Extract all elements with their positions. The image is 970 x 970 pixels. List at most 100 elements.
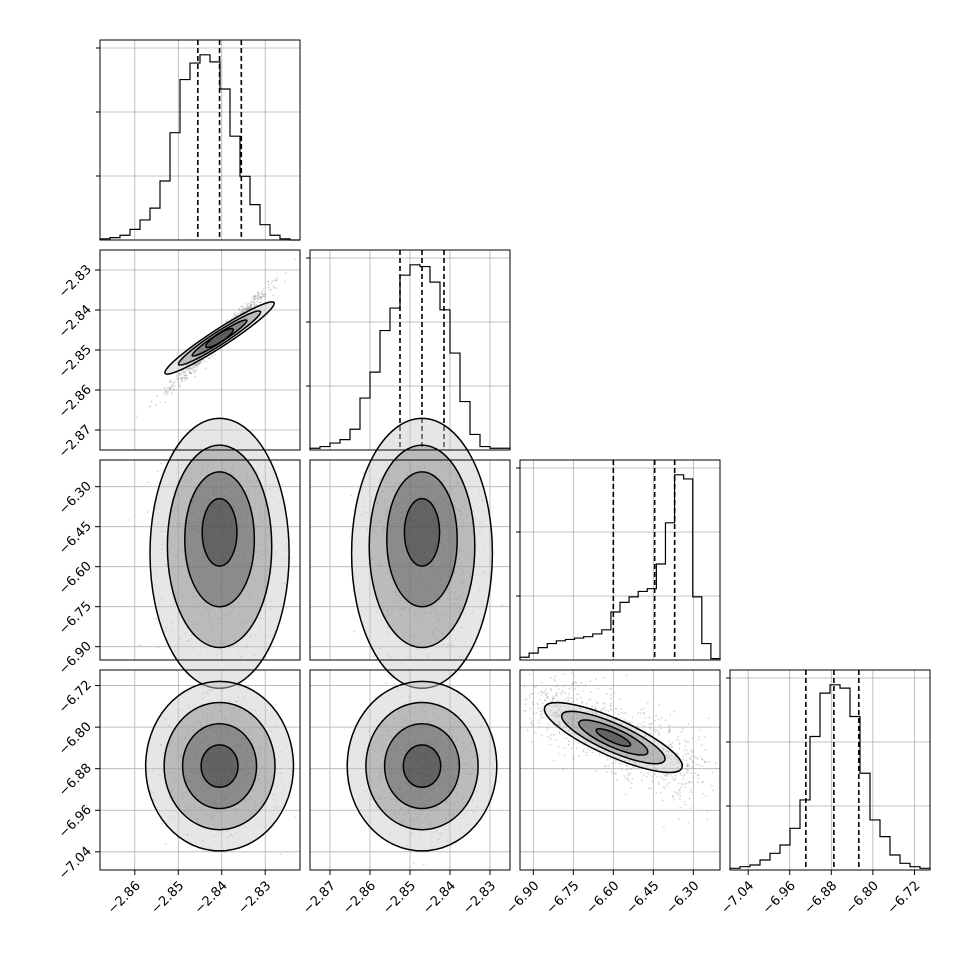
sample-point [208,344,210,347]
sample-point [270,600,272,602]
sample-point [229,490,232,493]
sample-point [228,332,231,334]
sample-point [201,359,204,362]
sample-point [262,294,265,297]
sample-point [203,347,206,350]
sample-point [216,337,219,340]
sample-point [529,673,531,676]
sample-point [540,707,543,710]
sample-point [640,712,642,714]
sample-point [226,507,228,510]
sample-point [240,494,243,497]
sample-point [257,292,260,294]
sample-point [627,774,630,777]
sample-point [207,344,210,347]
sample-point [204,367,207,370]
sample-point [562,685,564,688]
sample-point [567,696,570,699]
sample-point [534,731,537,734]
sample-point [213,337,216,340]
sample-point [215,336,218,339]
sample-point [585,754,588,757]
sample-point [214,342,217,345]
sample-point [679,794,681,797]
sample-point [185,531,188,533]
sample-point [216,339,219,341]
sample-point [530,722,533,725]
sample-point [190,356,193,358]
sample-point [620,763,623,765]
sample-point [540,694,543,696]
sample-point [247,562,250,565]
sample-point [526,729,529,732]
sample-point [237,525,240,528]
sample-point [213,561,216,563]
sample-point [213,338,216,341]
sample-point [226,332,229,335]
sample-point [248,306,250,308]
sample-point [186,377,189,380]
sample-point [231,326,234,329]
sample-point [258,301,261,304]
sample-point [686,749,689,752]
sample-point [227,331,230,333]
sample-point [211,340,214,343]
sample-point [208,343,211,346]
sample-point [177,378,180,381]
sample-point [210,341,213,344]
sample-point [218,505,220,508]
sample-point [242,308,245,310]
sample-point [200,348,202,350]
sample-point [176,523,179,525]
sample-point [624,719,626,721]
sample-point [221,568,224,571]
sample-point [237,509,240,511]
sample-point [205,529,208,532]
sample-point [216,335,219,338]
sample-point [178,385,181,388]
sample-point [215,337,218,340]
sample-point [234,570,237,572]
sample-point [244,309,247,311]
sample-point [574,688,577,690]
sample-point [227,329,229,332]
sample-point [227,511,230,514]
sample-point [192,365,195,367]
sample-point [218,337,220,340]
sample-point [677,782,680,785]
sample-point [220,337,222,340]
sample-point [294,815,297,818]
sample-point [253,298,256,301]
sample-point [694,772,697,774]
sample-point [245,308,248,310]
sample-point [197,489,199,492]
sample-point [223,334,226,336]
sample-point [218,335,221,338]
sample-point [166,387,169,389]
sample-point [257,294,259,297]
sample-point [684,744,687,747]
sample-point [168,380,171,383]
sample-point [194,595,196,598]
sample-point [195,474,198,477]
sample-point [552,695,555,698]
sample-point [192,369,195,372]
sample-point [229,545,232,548]
sample-point [246,308,249,311]
sample-point [393,682,396,685]
sample-point [194,542,196,545]
sample-point [220,335,223,338]
sample-point [267,286,270,289]
sample-point [214,341,216,344]
sample-point [195,363,197,365]
sample-point [213,342,216,344]
sample-point [232,558,234,561]
sample-point [274,279,277,282]
sample-point [220,333,223,335]
sample-point [189,372,192,375]
contour-line [177,310,262,366]
sample-point [189,366,192,369]
sample-point [690,772,693,775]
sample-point [256,300,259,303]
